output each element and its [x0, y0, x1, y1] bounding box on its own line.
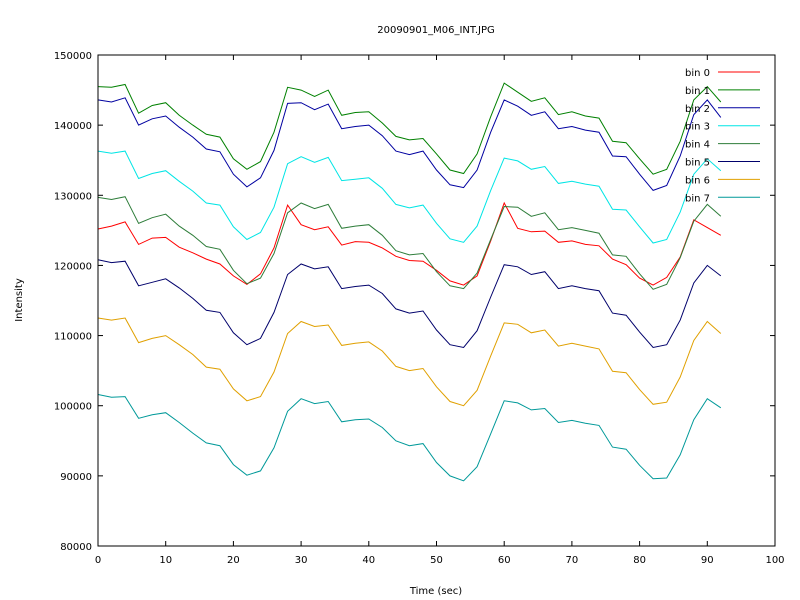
chart-title: 20090901_M06_INT.JPG [377, 25, 495, 36]
series-line-bin-6 [97, 317, 722, 407]
y-tick-label: 110000 [54, 332, 92, 343]
x-axis-label: Time (sec) [409, 586, 462, 597]
series-line-bin-7 [97, 394, 722, 482]
legend: bin 0 bin 1 bin 2 bin 3 bin 4 bin 5 bin 6 bin 7 [685, 68, 760, 204]
y-tick-label: 150000 [54, 51, 92, 62]
series-line-bin-1 [97, 82, 722, 175]
series-line-bin-3 [97, 150, 722, 244]
y-tick-label: 90000 [60, 472, 92, 483]
series-layer [97, 82, 722, 482]
x-tick-label: 0 [95, 555, 101, 566]
axis-ticks: 0 10 20 30 40 50 60 70 80 90 100 80000 90000 100000 11… [54, 51, 785, 566]
x-tick-label: 60 [498, 555, 511, 566]
y-tick-label: 80000 [60, 542, 92, 553]
legend-label-bin-5: bin 5 [685, 158, 710, 169]
x-tick-label: 10 [159, 555, 172, 566]
series-line-bin-4 [97, 196, 722, 290]
x-tick-label: 30 [295, 555, 308, 566]
series-line-bin-2 [97, 97, 722, 191]
y-tick-label: 130000 [54, 191, 92, 202]
legend-label-bin-2: bin 2 [685, 104, 710, 115]
y-axis-label: Intensity [14, 278, 25, 322]
legend-label-bin-0: bin 0 [685, 68, 710, 79]
legend-label-bin-3: bin 3 [685, 122, 710, 133]
x-tick-label: 70 [566, 555, 579, 566]
x-tick-label: 90 [701, 555, 714, 566]
x-tick-label: 20 [227, 555, 240, 566]
legend-label-bin-7: bin 7 [685, 193, 710, 204]
legend-label-bin-4: bin 4 [685, 140, 710, 151]
x-tick-label: 50 [430, 555, 443, 566]
plot-frame [97, 54, 776, 547]
x-tick-label: 40 [362, 555, 375, 566]
y-tick-label: 120000 [54, 261, 92, 272]
series-line-bin-0 [97, 201, 722, 286]
y-tick-label: 100000 [54, 402, 92, 413]
series-line-bin-5 [97, 259, 722, 349]
legend-label-bin-6: bin 6 [685, 175, 710, 186]
y-tick-label: 140000 [54, 121, 92, 132]
legend-label-bin-1: bin 1 [685, 86, 710, 97]
x-tick-label: 100 [765, 555, 784, 566]
x-tick-label: 80 [633, 555, 646, 566]
